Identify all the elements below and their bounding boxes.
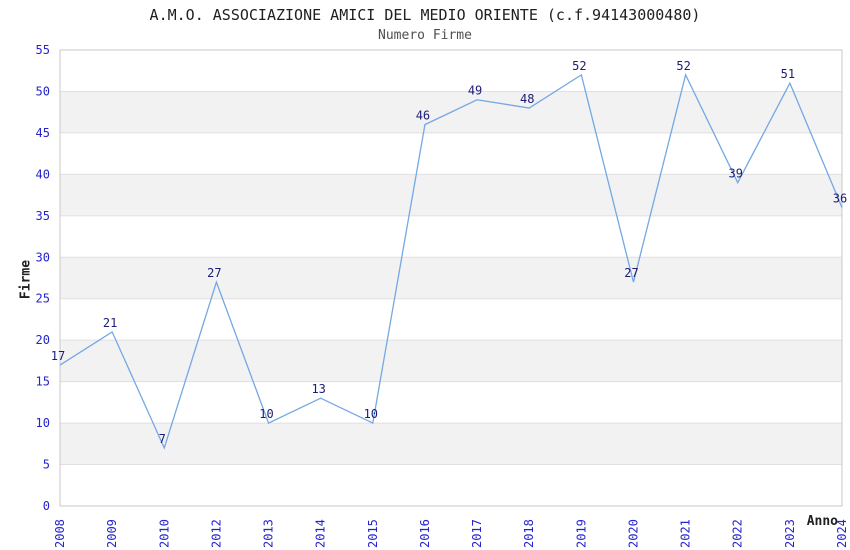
x-tick-label: 2014 xyxy=(314,519,328,548)
x-tick-label: 2008 xyxy=(53,519,67,548)
x-tick-label: 2016 xyxy=(418,519,432,548)
x-tick-label: 2012 xyxy=(209,519,223,548)
x-tick-label: 2023 xyxy=(783,519,797,548)
x-tick-label: 2019 xyxy=(574,519,588,548)
x-tick-label: 2017 xyxy=(470,519,484,548)
data-label: 7 xyxy=(159,432,166,446)
y-tick-label: 35 xyxy=(36,209,50,223)
y-tick-label: 45 xyxy=(36,126,50,140)
data-label: 27 xyxy=(207,266,221,280)
plot-border xyxy=(59,49,843,507)
grid-band xyxy=(60,340,842,382)
data-label: 39 xyxy=(729,167,743,181)
y-tick-label: 0 xyxy=(43,499,50,513)
x-tick-label: 2022 xyxy=(731,519,745,548)
x-tick-label: 2013 xyxy=(262,519,276,548)
chart-title: A.M.O. ASSOCIAZIONE AMICI DEL MEDIO ORIE… xyxy=(149,6,701,24)
data-label: 21 xyxy=(103,316,117,330)
y-tick-label: 10 xyxy=(36,416,50,430)
x-tick-label: 2015 xyxy=(366,519,380,548)
data-label: 27 xyxy=(624,266,638,280)
x-tick-label: 2009 xyxy=(105,519,119,548)
data-label: 52 xyxy=(676,59,690,73)
x-tick-label: 2021 xyxy=(679,519,693,548)
x-tick-label: 2018 xyxy=(522,519,536,548)
y-tick-label: 30 xyxy=(36,250,50,264)
data-label: 51 xyxy=(781,67,795,81)
data-label: 49 xyxy=(468,84,482,98)
y-tick-label: 40 xyxy=(36,167,50,181)
data-label: 17 xyxy=(51,349,65,363)
chart-subtitle: Numero Firme xyxy=(378,28,472,43)
data-line xyxy=(59,72,843,450)
data-label: 52 xyxy=(572,59,586,73)
x-tick-label: 2010 xyxy=(157,519,171,548)
data-label: 10 xyxy=(259,407,273,421)
data-label: 48 xyxy=(520,92,534,106)
grid-band xyxy=(60,257,842,299)
grid-band xyxy=(60,423,842,465)
data-label: 13 xyxy=(311,382,325,396)
data-label: 36 xyxy=(833,192,847,206)
y-tick-label: 15 xyxy=(36,375,50,389)
grid-band xyxy=(60,174,842,216)
data-label: 10 xyxy=(364,407,378,421)
y-tick-label: 20 xyxy=(36,333,50,347)
x-tick-label: 2024 xyxy=(835,519,849,548)
y-tick-label: 25 xyxy=(36,292,50,306)
y-tick-label: 5 xyxy=(43,458,50,472)
data-label: 46 xyxy=(416,109,430,123)
x-tick-label: 2020 xyxy=(626,519,640,548)
y-tick-label: 50 xyxy=(36,84,50,98)
x-axis-label: Anno xyxy=(806,514,838,529)
y-tick-label: 55 xyxy=(36,43,50,57)
